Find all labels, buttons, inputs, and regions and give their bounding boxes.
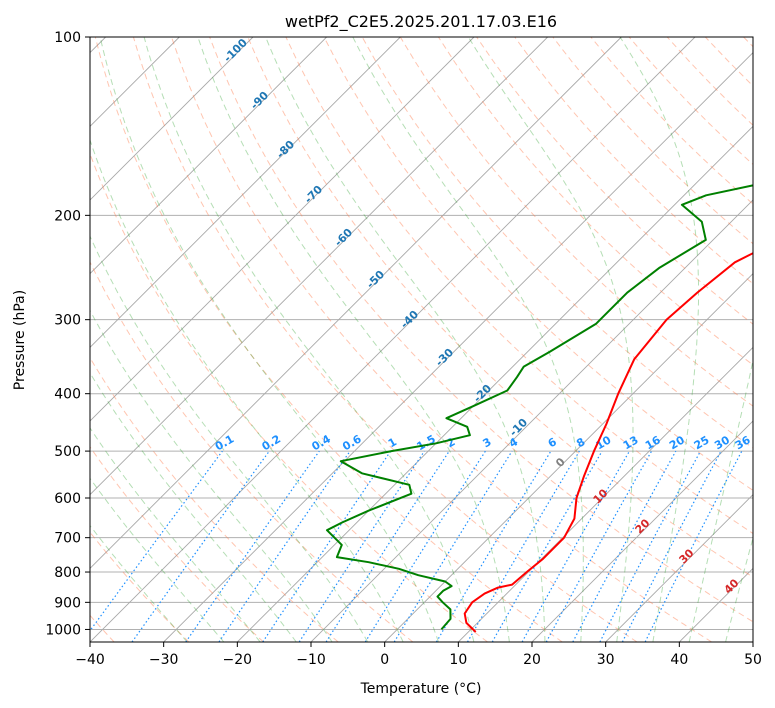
mixing-ratio-line — [262, 450, 392, 642]
y-tick-label: 800 — [54, 565, 81, 581]
moist-adiabat-line — [90, 477, 225, 642]
dry-adiabat-line — [247, 37, 753, 578]
background-lines — [90, 37, 753, 642]
moist-adiabat-line — [90, 427, 261, 642]
dewpoint-profile-line — [326, 184, 753, 631]
mixing-ratio-line — [131, 450, 270, 642]
x-tick-label: 20 — [523, 652, 541, 668]
x-tick-label: 0 — [380, 652, 389, 668]
mixing-ratio-line — [298, 450, 425, 642]
mixing-ratio-line — [521, 450, 631, 642]
x-tick-label: 10 — [449, 652, 467, 668]
dry-adiabat-line — [132, 37, 638, 642]
mixing-ratio-line — [393, 450, 513, 642]
plot-frame — [89, 36, 754, 643]
moist-adiabat-line — [143, 37, 475, 642]
y-tick-label: 700 — [54, 531, 81, 547]
x-axis: −40 −30 −20 −10 0 10 20 30 40 50 — [75, 642, 762, 668]
y-tick-label: 200 — [54, 208, 81, 224]
y-tick-label: 600 — [54, 491, 81, 507]
temperature-profile-line — [463, 252, 753, 633]
moist-adiabat-line — [90, 235, 369, 642]
moist-adiabat-line — [90, 138, 404, 642]
mixing-ratio-line — [644, 450, 743, 642]
isotherm-line — [310, 199, 753, 642]
moist-adiabat-line — [99, 37, 439, 642]
x-axis-label: Temperature (°C) — [360, 681, 482, 697]
isotherm-line — [90, 37, 622, 569]
mixing-ratio-line — [572, 450, 677, 642]
moist-adiabat-line — [197, 37, 510, 642]
y-tick-label: 500 — [54, 444, 81, 460]
moist-adiabat-line — [90, 524, 188, 642]
moist-adiabat-line — [90, 309, 333, 642]
x-tick-label: 50 — [744, 652, 762, 668]
dry-adiabat-line — [171, 37, 712, 642]
profile-series — [326, 184, 753, 633]
dry-adiabat-line — [90, 356, 339, 642]
isotherm-line — [90, 37, 401, 348]
isotherm-line — [605, 494, 753, 642]
dry-adiabat-line — [209, 37, 753, 623]
moist-adiabat-line — [619, 37, 699, 642]
mixing-ratio-line — [90, 450, 223, 632]
moist-adiabat-line — [265, 37, 546, 642]
dry-adiabat-line — [514, 37, 753, 285]
mixing-ratio-line — [218, 450, 351, 642]
isotherm-line — [384, 273, 753, 642]
isotherm-line — [90, 37, 327, 275]
moist-adiabat-line — [90, 371, 297, 642]
y-tick-label: 400 — [54, 387, 81, 403]
mixing-ratio-line — [185, 450, 320, 642]
isotherm-line — [458, 346, 753, 642]
x-tick-label: −40 — [75, 652, 105, 668]
isotherm-line — [163, 52, 753, 642]
dry-adiabat-line — [476, 37, 753, 325]
x-tick-label: −30 — [149, 652, 179, 668]
dry-adiabat-line — [285, 37, 753, 535]
y-axis-label: Pressure (hPa) — [12, 290, 28, 390]
isotherm-line — [90, 37, 548, 496]
dry-adiabat-line — [94, 37, 563, 642]
moist-adiabat-line — [725, 536, 753, 642]
isotherm-line — [531, 420, 753, 642]
x-tick-label: −10 — [296, 652, 326, 668]
y-tick-label: 900 — [54, 595, 81, 611]
dry-adiabat-line — [90, 446, 264, 642]
x-tick-label: −20 — [223, 652, 253, 668]
x-tick-label: 30 — [597, 652, 615, 668]
y-tick-label: 300 — [54, 313, 81, 329]
chart-title: wetPf2_C2E5.2025.201.17.03.E16 — [285, 12, 557, 32]
dry-adiabat-line — [90, 260, 414, 642]
x-tick-label: 40 — [670, 652, 688, 668]
y-tick-label: 1000 — [45, 622, 81, 638]
isotherm-line — [90, 37, 475, 422]
y-axis: 1000 900 800 700 600 500 400 300 200 100 — [45, 30, 90, 638]
moist-adiabat-line — [688, 358, 753, 642]
dry-adiabat-line — [323, 37, 753, 491]
mixing-ratio-line — [545, 450, 653, 642]
isotherm-line — [90, 37, 696, 642]
y-tick-label: 100 — [54, 30, 81, 46]
isotherm-line — [90, 37, 254, 201]
